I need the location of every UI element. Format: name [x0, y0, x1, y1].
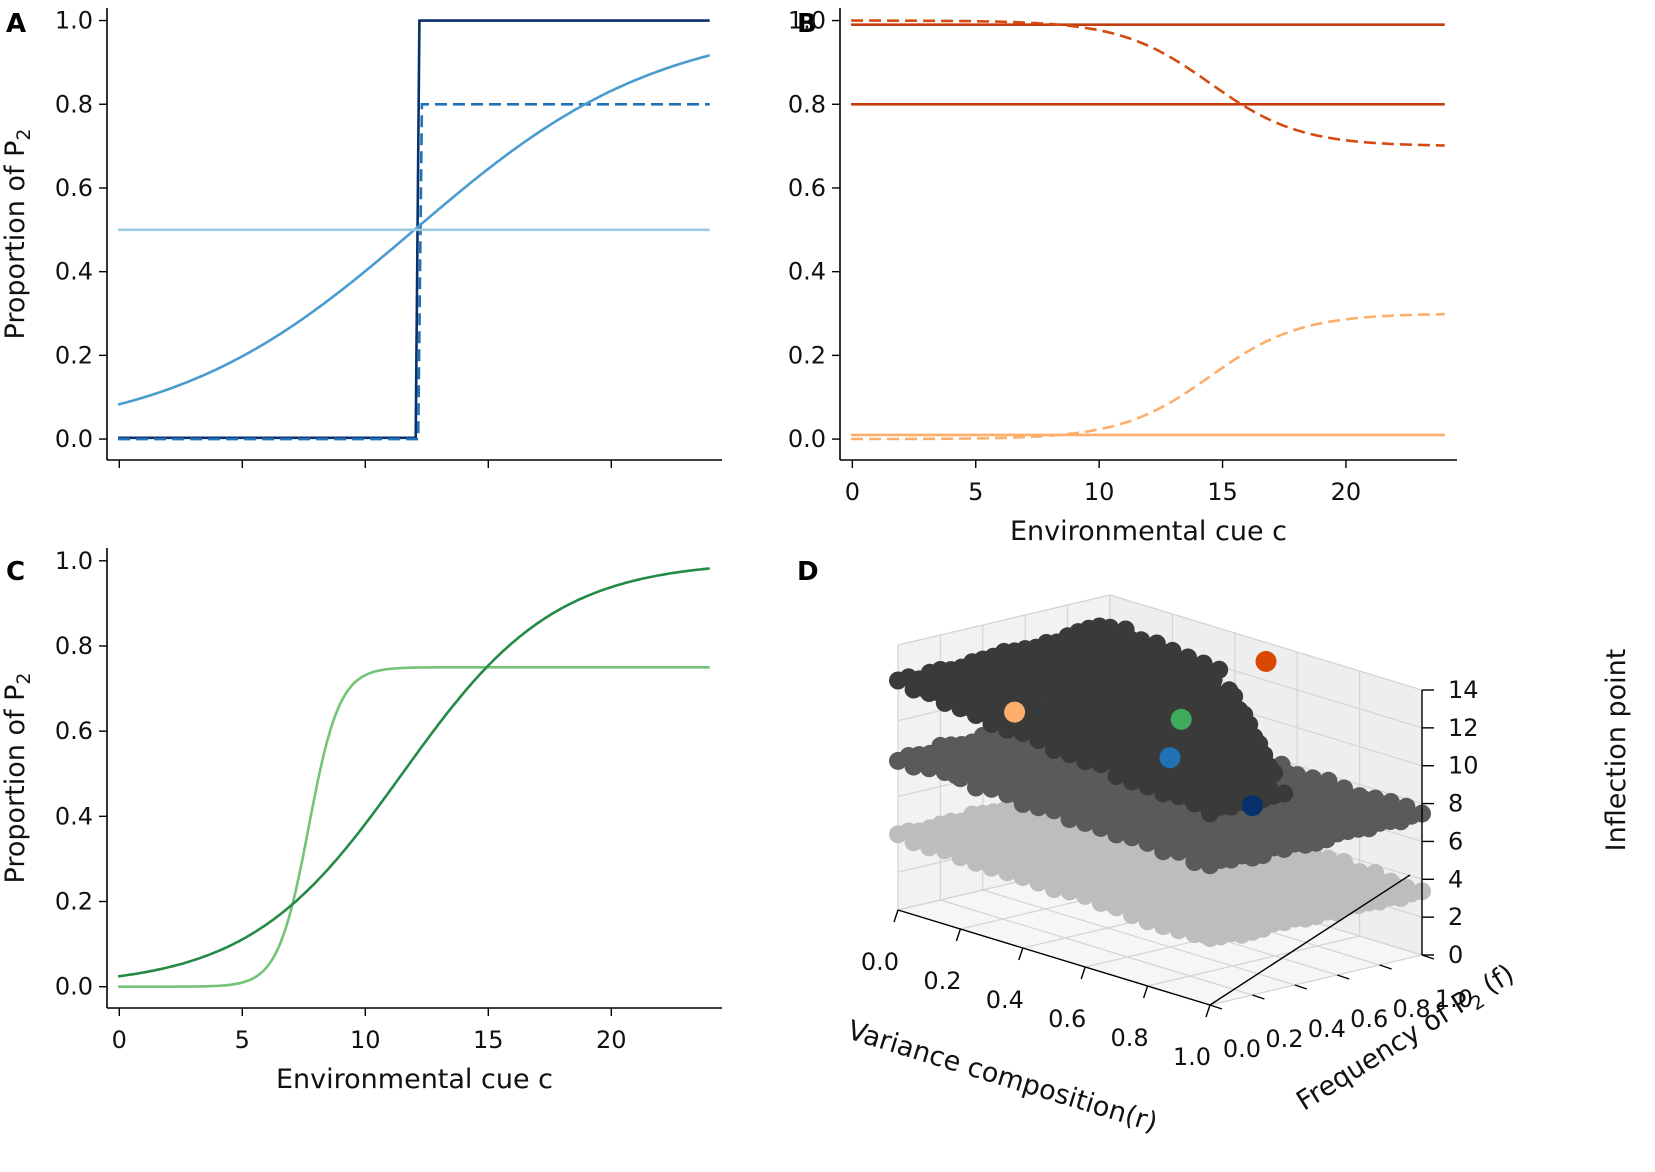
- y-axis-label-main: Proportion of P: [0, 685, 31, 884]
- f-axis-tick: [1336, 974, 1350, 980]
- x-tick-label: 15: [473, 1026, 504, 1054]
- r-axis-tick-label: 0.8: [1111, 1024, 1149, 1052]
- grid-line: [1147, 935, 1360, 987]
- panel-label-b: B: [797, 9, 817, 39]
- z-axis-tick-label: 2: [1448, 903, 1463, 931]
- series-line-shallow: [117, 567, 710, 978]
- r-axis-tick-label: 0.2: [923, 967, 961, 995]
- z-axis-tick-label: 12: [1448, 714, 1479, 742]
- grid-line: [1209, 954, 1423, 1006]
- y-axis-label-subscript: 2: [13, 129, 35, 141]
- r-axis-tick-label: 1.0: [1173, 1043, 1211, 1071]
- grid-line: [982, 889, 1295, 986]
- y-tick-label: 0.8: [55, 90, 93, 118]
- y-tick-label: 0.6: [55, 174, 93, 202]
- r-axis-tick-label: 0.4: [986, 986, 1024, 1014]
- y-tick-label: 1.0: [55, 7, 93, 35]
- y-tick-label: 1.0: [788, 7, 826, 35]
- y-tick-label: 0.0: [55, 973, 93, 1001]
- panel-b: 0.0 0.2 0.4 0.6 0.8 1.0 0 5 10 15 20 Environmental …: [788, 7, 1457, 547]
- x-tick-label: 20: [596, 1026, 627, 1054]
- scatter-point-top: [1275, 784, 1294, 803]
- r-axis-tick: [1018, 947, 1024, 961]
- f-axis-tick: [1209, 1004, 1223, 1010]
- y-tick-label: 0.2: [55, 888, 93, 916]
- panel-a: 0.0 0.2 0.4 0.6 0.8 1.0 Proportion of P2: [0, 7, 722, 468]
- grid-line: [897, 594, 1111, 646]
- y-axis-label: Proportion of P2: [0, 129, 35, 340]
- panel-label-a: A: [6, 9, 26, 39]
- y-tick-label: 0.8: [55, 632, 93, 660]
- series-line-steep: [118, 666, 710, 988]
- x-axis-label: Environmental cue c: [1010, 516, 1287, 547]
- grid-line: [1109, 594, 1423, 691]
- series-line-rise: [851, 312, 1445, 441]
- f-axis-tick: [1252, 994, 1265, 1000]
- y-tick-label: 0.6: [788, 174, 826, 202]
- series-line-step-0.8: [118, 103, 710, 441]
- x-axis-label: Environmental cue c: [276, 1064, 553, 1095]
- r-axis-tick: [893, 909, 899, 923]
- z-axis-tick-label: 4: [1448, 865, 1463, 893]
- f-axis-tick: [1379, 964, 1392, 970]
- y-tick-label: 1.0: [55, 547, 93, 575]
- grid-line: [940, 899, 1253, 996]
- f-axis-tick-label: 0.2: [1265, 1025, 1303, 1053]
- x-tick-label: 5: [968, 478, 983, 506]
- y-axis-label-main: Proportion of P: [0, 141, 31, 340]
- x-tick-label: 15: [1207, 478, 1238, 506]
- highlight-point: [1170, 708, 1192, 730]
- series-line-decline: [851, 19, 1445, 147]
- z-axis-tick-label: 14: [1448, 676, 1479, 704]
- panel-label-d: D: [797, 557, 819, 587]
- x-tick-label: 0: [845, 478, 860, 506]
- x-tick-label: 0: [112, 1026, 127, 1054]
- y-axis-label: Proportion of P2: [0, 673, 35, 884]
- panel-label-c: C: [6, 557, 25, 587]
- r-axis-tick: [955, 928, 962, 942]
- r-axis-tick: [1205, 1004, 1211, 1018]
- z-axis-tick-label: 0: [1448, 941, 1463, 969]
- r-axis-tick: [1142, 985, 1149, 999]
- r-axis-tick-label: 0.6: [1048, 1005, 1086, 1033]
- x-tick-label: 5: [235, 1026, 250, 1054]
- f-axis-tick-label: 0.0: [1223, 1035, 1261, 1063]
- y-tick-label: 0.0: [788, 425, 826, 453]
- f-axis-tick-label: 0.6: [1350, 1005, 1388, 1033]
- y-tick-label: 0.6: [55, 717, 93, 745]
- z-axis-tick-label: 10: [1448, 752, 1479, 780]
- y-tick-label: 0.4: [55, 802, 93, 830]
- scatter-point-top: [1265, 764, 1284, 783]
- x-tick-label: 10: [1084, 478, 1115, 506]
- r-axis-line: [897, 909, 1211, 1006]
- f-axis-tick-label: 0.4: [1308, 1015, 1346, 1043]
- highlight-point: [1004, 701, 1026, 723]
- y-tick-label: 0.4: [55, 258, 93, 286]
- y-tick-label: 0.8: [788, 90, 826, 118]
- r-axis-tick: [1080, 966, 1086, 980]
- f-axis-tick: [1294, 984, 1308, 990]
- f-axis-tick-label: 0.8: [1393, 995, 1431, 1023]
- z-axis-tick-label: 6: [1448, 827, 1463, 855]
- y-tick-label: 0.2: [55, 341, 93, 369]
- panel-c: 0.0 0.2 0.4 0.6 0.8 1.0 0 5 10 15 20 Environmental …: [0, 547, 722, 1095]
- f-axis-line: [1209, 874, 1411, 1006]
- panel-d: 0.00.20.40.60.81.0 0.0 0.2 0.4 0.6 0.8 1.00246…: [844, 594, 1632, 1139]
- x-tick-label: 10: [350, 1026, 381, 1054]
- highlight-point: [1255, 650, 1277, 672]
- f-axis-tick-label: 1.0: [1435, 985, 1473, 1013]
- highlight-point: [1241, 795, 1263, 817]
- z-axis-label: Inflection point: [1601, 649, 1632, 852]
- y-axis-label-subscript: 2: [13, 673, 35, 685]
- y-tick-label: 0.0: [55, 425, 93, 453]
- z-axis-tick-label: 8: [1448, 790, 1463, 818]
- y-tick-label: 0.4: [788, 258, 826, 286]
- y-tick-label: 0.2: [788, 341, 826, 369]
- x-tick-label: 20: [1331, 478, 1362, 506]
- r-axis-tick-label: 0.0: [861, 948, 899, 976]
- highlight-point: [1159, 747, 1181, 769]
